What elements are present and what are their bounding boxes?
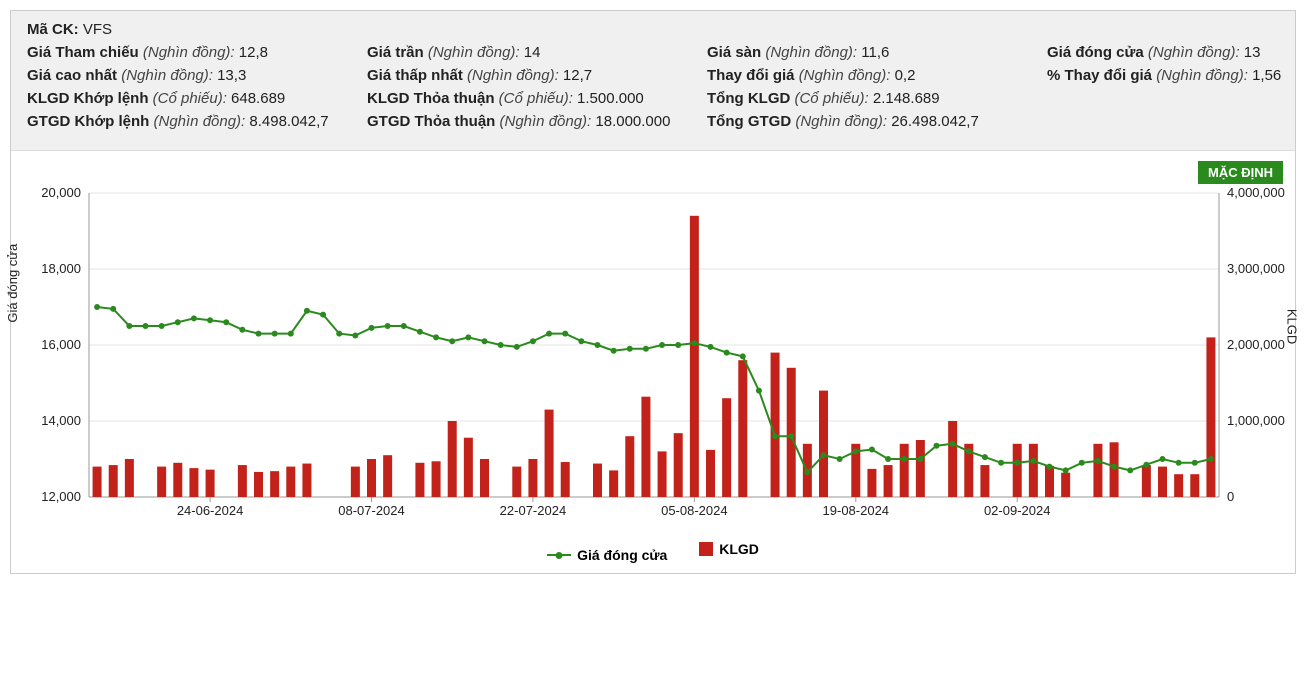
svg-text:19-08-2024: 19-08-2024 [823,503,890,518]
info-cell: Giá cao nhất (Nghìn đồng): 13,3 [27,67,367,84]
svg-text:18,000: 18,000 [41,261,81,276]
info-cell: Giá đóng cửa (Nghìn đồng): 13 [1047,44,1308,61]
ticker-label: Mã CK: [27,21,79,38]
info-cell: Tổng GTGD (Nghìn đồng): 26.498.042,7 [707,113,1047,130]
info-cell: Thay đổi giá (Nghìn đồng): 0,2 [707,67,1047,84]
legend-bar: KLGD [699,541,759,557]
svg-text:02-09-2024: 02-09-2024 [984,503,1051,518]
info-cell [1047,113,1308,130]
info-cell [1047,90,1308,107]
chart-legend: Giá đóng cửa KLGD [11,539,1295,569]
svg-text:1,000,000: 1,000,000 [1227,413,1285,428]
svg-text:24-06-2024: 24-06-2024 [177,503,244,518]
info-cell: KLGD Thỏa thuận (Cổ phiếu): 1.500.000 [367,90,707,107]
info-cell: Giá trần (Nghìn đồng): 14 [367,44,707,61]
info-cell: Giá sàn (Nghìn đồng): 11,6 [707,44,1047,61]
svg-text:0: 0 [1227,489,1234,504]
info-cell: Giá Tham chiếu (Nghìn đồng): 12,8 [27,44,367,61]
svg-text:22-07-2024: 22-07-2024 [500,503,567,518]
svg-text:05-08-2024: 05-08-2024 [661,503,728,518]
stock-panel: Mã CK: VFS Giá Tham chiếu (Nghìn đồng): … [10,10,1296,574]
info-cell: GTGD Thỏa thuận (Nghìn đồng): 18.000.000 [367,113,707,130]
chart-area: MẶC ĐỊNH Giá đóng cửa KLGD 12,00014,0001… [11,151,1295,573]
svg-text:20,000: 20,000 [41,185,81,200]
svg-text:4,000,000: 4,000,000 [1227,185,1285,200]
ticker-cell: Mã CK: VFS [27,21,367,38]
info-cell: KLGD Khớp lệnh (Cổ phiếu): 648.689 [27,90,367,107]
default-button[interactable]: MẶC ĐỊNH [1198,161,1283,184]
svg-text:2,000,000: 2,000,000 [1227,337,1285,352]
info-cell: Tổng KLGD (Cổ phiếu): 2.148.689 [707,90,1047,107]
y-left-axis-label: Giá đóng cửa [5,244,20,323]
svg-text:08-07-2024: 08-07-2024 [338,503,405,518]
info-box: Mã CK: VFS Giá Tham chiếu (Nghìn đồng): … [11,11,1295,151]
ticker-value: VFS [83,21,112,38]
info-cell: % Thay đổi giá (Nghìn đồng): 1,56 [1047,67,1308,84]
svg-text:12,000: 12,000 [41,489,81,504]
info-cell: GTGD Khớp lệnh (Nghìn đồng): 8.498.042,7 [27,113,367,130]
info-cell: Giá thấp nhất (Nghìn đồng): 12,7 [367,67,707,84]
y-right-axis-label: KLGD [1284,309,1299,344]
price-volume-chart: 12,000 14,000 16,000 18,000 20,000 0 1,000,000… [11,159,1297,539]
svg-text:3,000,000: 3,000,000 [1227,261,1285,276]
svg-text:14,000: 14,000 [41,413,81,428]
legend-line: Giá đóng cửa [547,547,667,563]
svg-text:16,000: 16,000 [41,337,81,352]
